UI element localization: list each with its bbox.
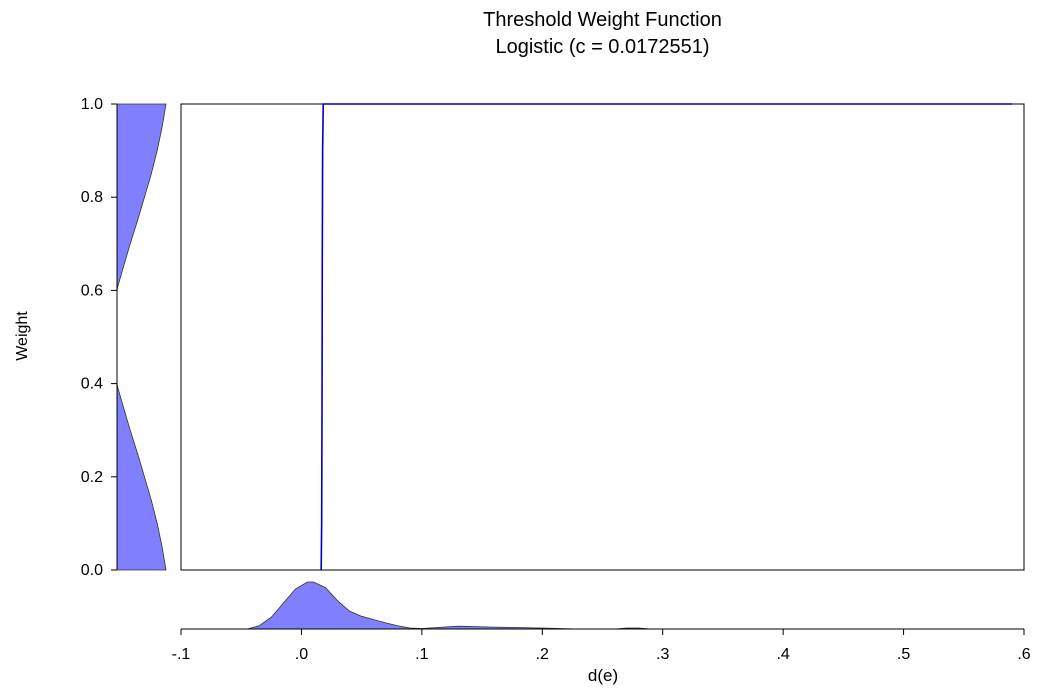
- chart-subtitle: Logistic (c = 0.0172551): [495, 36, 710, 58]
- series-line: [320, 103, 1012, 571]
- x-tick-label: .1: [415, 646, 428, 663]
- x-tick-label: .4: [776, 646, 789, 663]
- x-tick-label: .3: [656, 646, 669, 663]
- x-axis-label: d(e): [587, 666, 619, 685]
- y-tick-label: 0.8: [81, 189, 103, 206]
- chart-title: Threshold Weight Function: [483, 9, 722, 31]
- x-density-area: [247, 581, 579, 630]
- y-tick-label: 1.0: [81, 96, 103, 113]
- y-tick-label: 0.2: [81, 469, 103, 486]
- y-tick-label: 0.6: [81, 282, 103, 299]
- x-marginal-density: [247, 581, 651, 630]
- plot-area: [180, 103, 1025, 571]
- x-tick-label: .2: [536, 646, 549, 663]
- x-tick-label: .5: [897, 646, 910, 663]
- x-tick-label: -.1: [172, 646, 191, 663]
- y-tick-label: 0.0: [81, 562, 103, 579]
- y-axis: 0.0 0.2 0.4 0.6 0.8 1.0: [81, 96, 118, 579]
- y-density-area: [116, 103, 167, 571]
- x-axis: -.1 .0 .1 .2 .3 .4 .5 .6: [172, 628, 1031, 663]
- y-tick-label: 0.4: [81, 376, 103, 393]
- series-group: [320, 103, 1012, 571]
- x-tick-label: .6: [1017, 646, 1030, 663]
- y-marginal-density: [116, 103, 167, 571]
- x-tick-label: .0: [295, 646, 308, 663]
